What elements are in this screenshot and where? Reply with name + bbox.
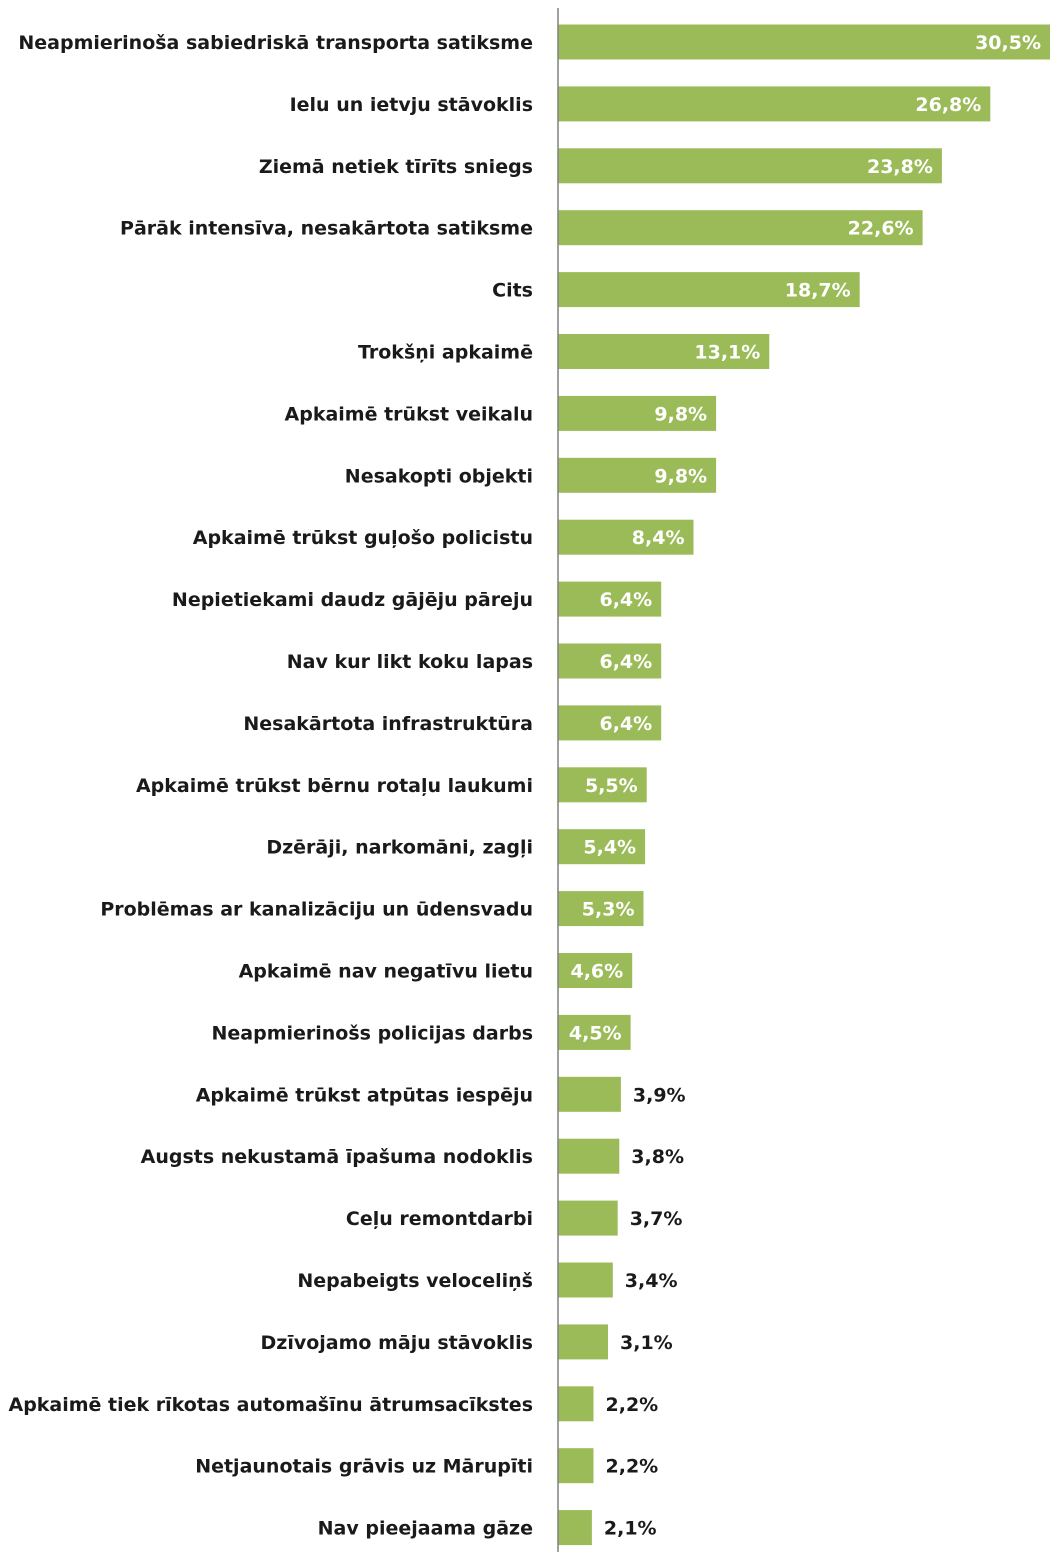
value-label: 3,9% <box>633 1084 686 1106</box>
value-label: 22,6% <box>848 218 914 240</box>
value-label: 3,1% <box>620 1332 673 1354</box>
bar <box>558 1386 594 1422</box>
bar <box>558 457 717 493</box>
category-label: Trokšņi apkaimē <box>358 342 533 364</box>
value-label: 2,2% <box>606 1456 659 1478</box>
category-label: Nepietiekami daudz gājēju pāreju <box>172 589 533 611</box>
bar <box>558 1200 618 1236</box>
category-label: Netjaunotais grāvis uz Mārupīti <box>195 1456 533 1478</box>
bar <box>558 1510 592 1546</box>
value-label: 4,5% <box>569 1022 622 1044</box>
value-label: 6,4% <box>599 713 652 735</box>
value-label: 3,4% <box>625 1270 678 1292</box>
value-label: 5,3% <box>582 899 635 921</box>
category-label: Nav pieejaama gāze <box>318 1518 533 1540</box>
value-label: 9,8% <box>654 465 707 487</box>
category-label: Nepabeigts veloceliņš <box>297 1270 533 1292</box>
category-label: Nesakopti objekti <box>345 465 533 487</box>
bar <box>558 891 644 927</box>
category-label: Problēmas ar kanalizāciju un ūdensvadu <box>100 899 533 921</box>
category-label: Dzīvojamo māju stāvoklis <box>261 1332 533 1354</box>
value-label: 23,8% <box>867 156 933 178</box>
bar <box>558 1076 621 1112</box>
category-label: Apkaimē trūkst bērnu rotaļu laukumi <box>136 775 533 797</box>
category-label: Dzērāji, narkomāni, zagļi <box>266 837 533 859</box>
category-label: Nesakārtota infrastruktūra <box>243 713 533 735</box>
value-label: 26,8% <box>915 94 981 116</box>
category-label: Ceļu remontdarbi <box>346 1208 533 1230</box>
category-label: Neapmierinoša sabiedriskā transporta sat… <box>18 32 533 54</box>
bar <box>558 395 717 431</box>
bar <box>558 1324 608 1360</box>
value-label: 30,5% <box>975 32 1041 54</box>
bar <box>558 1448 594 1484</box>
bar <box>558 643 662 679</box>
bar <box>558 519 694 555</box>
value-label: 6,4% <box>599 589 652 611</box>
category-label: Neapmierinošs policijas darbs <box>211 1022 533 1044</box>
category-label: Ielu un ietvju stāvoklis <box>290 94 533 116</box>
bar <box>558 24 1050 60</box>
category-label: Augsts nekustamā īpašuma nodoklis <box>141 1146 533 1168</box>
bar <box>558 767 647 803</box>
value-label: 3,7% <box>630 1208 683 1230</box>
value-label: 5,5% <box>585 775 638 797</box>
bar <box>558 86 991 122</box>
value-label: 18,7% <box>785 280 851 302</box>
bar <box>558 148 942 184</box>
category-label: Apkaimē trūkst veikalu <box>285 403 533 425</box>
bar <box>558 1138 620 1174</box>
bar <box>558 334 770 369</box>
value-label: 5,4% <box>583 837 636 859</box>
bars-group <box>558 24 1050 1546</box>
value-label: 13,1% <box>694 342 760 364</box>
bar <box>558 953 633 988</box>
category-label: Apkaimē trūkst atpūtas iespēju <box>196 1084 533 1106</box>
category-label: Ziemā netiek tīrīts sniegs <box>259 156 533 178</box>
value-label: 8,4% <box>632 527 685 549</box>
bar <box>558 829 646 865</box>
value-label: 2,2% <box>606 1394 659 1416</box>
category-label: Nav kur likt koku lapas <box>287 651 533 673</box>
value-label: 9,8% <box>654 403 707 425</box>
value-label: 3,8% <box>631 1146 684 1168</box>
bar <box>558 1014 631 1050</box>
category-label: Apkaimē trūkst guļošo policistu <box>193 527 533 549</box>
category-label: Apkaimē tiek rīkotas automašīnu ātrumsac… <box>8 1394 533 1416</box>
bar <box>558 1262 613 1298</box>
category-label: Apkaimē nav negatīvu lietu <box>239 961 533 983</box>
value-labels-group: 30,5% 26,8% 23,8% 22,6% 18,7% 13,1% 9,8% 9,8% 8,… <box>569 32 1041 1540</box>
category-label: Pārāk intensīva, nesakārtota satiksme <box>120 218 533 240</box>
value-label: 2,1% <box>604 1518 657 1540</box>
bar <box>558 272 860 308</box>
category-labels-group: Neapmierinoša sabiedriskā transporta sat… <box>8 32 533 1540</box>
value-label: 4,6% <box>570 961 623 983</box>
value-label: 6,4% <box>599 651 652 673</box>
bar <box>558 210 923 246</box>
category-label: Cits <box>492 280 533 302</box>
bar <box>558 581 662 617</box>
bar <box>558 705 662 741</box>
